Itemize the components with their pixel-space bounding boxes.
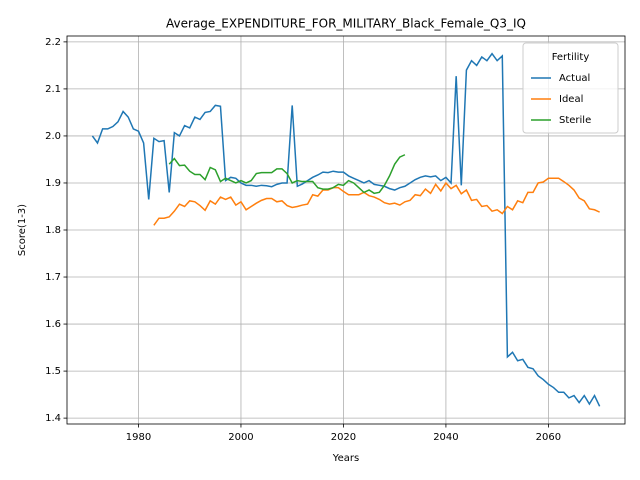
y-tick-label: 2.1 (45, 84, 61, 95)
y-tick-label: 1.9 (45, 178, 61, 189)
series-line (153, 177, 600, 226)
plot-frame (66, 35, 626, 425)
y-tick-label: 1.7 (45, 272, 61, 283)
legend-label: Sterile (559, 115, 591, 126)
x-tick-label: 2040 (433, 432, 458, 443)
y-tick-label: 1.6 (45, 319, 61, 330)
x-tick-label: 2060 (536, 432, 561, 443)
y-tick-label: 2.0 (45, 131, 61, 142)
series-line (168, 154, 406, 195)
y-tick-label: 1.8 (45, 225, 61, 236)
x-tick-label: 2000 (228, 432, 253, 443)
legend-label: Actual (559, 73, 590, 84)
y-tick-label: 2.2 (45, 37, 61, 48)
x-tick-label: 1980 (126, 432, 151, 443)
y-tick-label: 1.4 (45, 413, 61, 424)
legend-box (522, 42, 619, 134)
x-axis-label: Years (332, 453, 359, 464)
chart-title: Average_EXPENDITURE_FOR_MILITARY_Black_F… (166, 17, 526, 31)
legend-title: Fertility (552, 52, 590, 63)
y-axis-label: Score(1-3) (17, 204, 28, 256)
series-line (91, 52, 601, 407)
legend-label: Ideal (559, 94, 583, 105)
y-tick-label: 1.5 (45, 366, 61, 377)
x-tick-label: 2020 (331, 432, 356, 443)
